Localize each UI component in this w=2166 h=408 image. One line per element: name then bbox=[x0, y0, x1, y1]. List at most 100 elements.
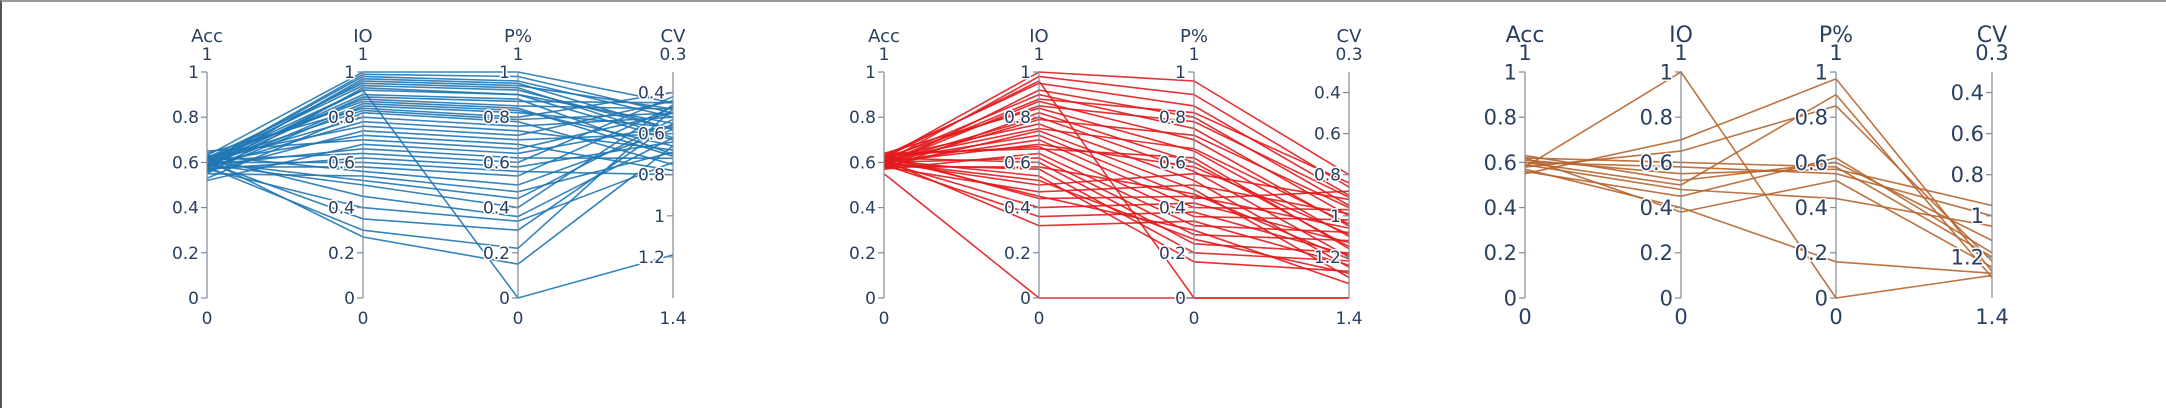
tick-label: 1 bbox=[1330, 207, 1341, 227]
tick-label: 0.6 bbox=[638, 125, 665, 145]
range-max-label: 1 bbox=[358, 45, 369, 65]
data-line bbox=[206, 120, 674, 168]
data-line bbox=[883, 89, 1350, 207]
axis-title: CV bbox=[661, 26, 687, 47]
data-line bbox=[206, 75, 674, 164]
data-line bbox=[206, 112, 674, 152]
tick-label: 0 bbox=[1660, 286, 1673, 310]
tick-label: 0.8 bbox=[1159, 108, 1186, 128]
data-line bbox=[1524, 154, 1993, 242]
axis-ppct[interactable]: 00.20.40.60.81P%10 bbox=[481, 26, 532, 329]
tick-label: 0.4 bbox=[1484, 196, 1517, 220]
tick-label: 0.2 bbox=[849, 244, 876, 264]
range-max-label: 1 bbox=[879, 45, 890, 65]
tick-label: 1 bbox=[865, 63, 876, 83]
data-line bbox=[1524, 93, 1993, 279]
data-line bbox=[207, 161, 674, 176]
range-max-label: 1 bbox=[1189, 45, 1200, 65]
data-line bbox=[206, 84, 674, 161]
tick-label: 0.6 bbox=[172, 153, 199, 173]
range-min-label: 0 bbox=[1674, 305, 1687, 329]
tick-label: 0.4 bbox=[172, 199, 199, 219]
tick-label: 0.2 bbox=[172, 244, 199, 264]
tick-label: 0.4 bbox=[483, 199, 510, 219]
tick-label: 0.6 bbox=[1795, 151, 1828, 175]
tick-label: 1 bbox=[1504, 60, 1517, 84]
tick-label: 0.4 bbox=[328, 199, 355, 219]
parallel-chart-3: 00.20.40.60.81Acc1000.20.40.60.81IO1000.… bbox=[1482, 23, 2009, 329]
tick-label: 1 bbox=[1815, 60, 1828, 84]
data-line bbox=[206, 128, 674, 186]
tick-label: 0.8 bbox=[1951, 163, 1984, 187]
axis-title: Acc bbox=[868, 26, 900, 47]
range-min-label: 0 bbox=[1034, 309, 1045, 329]
range-max-label: 1 bbox=[202, 45, 213, 65]
data-line bbox=[206, 122, 674, 232]
data-line bbox=[206, 105, 674, 173]
data-line bbox=[206, 109, 674, 164]
tick-label: 0 bbox=[1815, 286, 1828, 310]
tick-label: 0.8 bbox=[849, 108, 876, 128]
data-line bbox=[883, 161, 1350, 244]
data-line bbox=[1524, 157, 1993, 254]
tick-label: 1 bbox=[1660, 60, 1673, 84]
data-line bbox=[1524, 163, 1993, 227]
axis-ppct[interactable]: 00.20.40.60.81P%10 bbox=[1157, 26, 1208, 329]
tick-label: 1 bbox=[1175, 63, 1186, 83]
axis-cv[interactable]: 0.4 0.6 0.8 1 1.2 CV0.3 1.4 bbox=[1949, 23, 2009, 329]
data-line bbox=[206, 145, 674, 265]
data-line bbox=[206, 91, 674, 155]
range-min-label: 0 bbox=[513, 309, 524, 329]
data-line bbox=[883, 127, 1350, 225]
tick-label: 1.2 bbox=[638, 248, 665, 268]
data-line bbox=[883, 98, 1350, 184]
range-min-label: 0 bbox=[1189, 309, 1200, 329]
data-line bbox=[883, 71, 1350, 176]
axis-title: IO bbox=[1029, 26, 1048, 47]
tick-label: 0.6 bbox=[849, 153, 876, 173]
data-line bbox=[883, 173, 1349, 299]
tick-label: 0.2 bbox=[328, 244, 355, 264]
range-min-label: 0 bbox=[358, 309, 369, 329]
data-line bbox=[883, 147, 1350, 250]
tick-label: 1 bbox=[1971, 204, 1984, 228]
data-line bbox=[206, 96, 674, 168]
range-max-label: 0.3 bbox=[1975, 41, 2008, 65]
data-line bbox=[206, 100, 674, 159]
tick-label: 0.6 bbox=[1951, 122, 1984, 146]
tick-label: 1 bbox=[344, 63, 355, 83]
tick-label: 0.6 bbox=[1314, 125, 1341, 145]
axis-cv[interactable]: 0.4 0.6 0.8 1 1.2 CV0.3 1.4 bbox=[1312, 26, 1363, 329]
axis-ppct[interactable]: 00.20.40.60.81P%10 bbox=[1793, 23, 1853, 329]
data-line bbox=[206, 129, 674, 173]
axis-cv[interactable]: 0.4 0.6 0.8 1 1.2 CV0.3 1.4 bbox=[636, 26, 687, 329]
range-min-label: 0 bbox=[202, 309, 213, 329]
data-line bbox=[883, 159, 1350, 273]
data-line bbox=[206, 104, 674, 209]
axis-title: CV bbox=[1337, 26, 1363, 47]
data-line bbox=[207, 106, 674, 177]
data-lines bbox=[1524, 70, 1993, 299]
tick-label: 1 bbox=[499, 63, 510, 83]
data-line bbox=[883, 118, 1350, 209]
tick-label: 1.2 bbox=[1951, 245, 1984, 269]
range-min-label: 1.4 bbox=[1975, 305, 2008, 329]
data-line bbox=[206, 118, 674, 200]
tick-label: 0.6 bbox=[1159, 153, 1186, 173]
range-min-label: 1.4 bbox=[1335, 309, 1362, 329]
range-max-label: 1 bbox=[1674, 41, 1687, 65]
axis-title: P% bbox=[1180, 26, 1208, 47]
tick-label: 0.8 bbox=[328, 108, 355, 128]
data-line bbox=[206, 71, 674, 157]
tick-label: 0.8 bbox=[1795, 106, 1828, 130]
data-line bbox=[883, 134, 1350, 200]
data-line bbox=[206, 89, 674, 164]
axis-title: Acc bbox=[191, 26, 223, 47]
